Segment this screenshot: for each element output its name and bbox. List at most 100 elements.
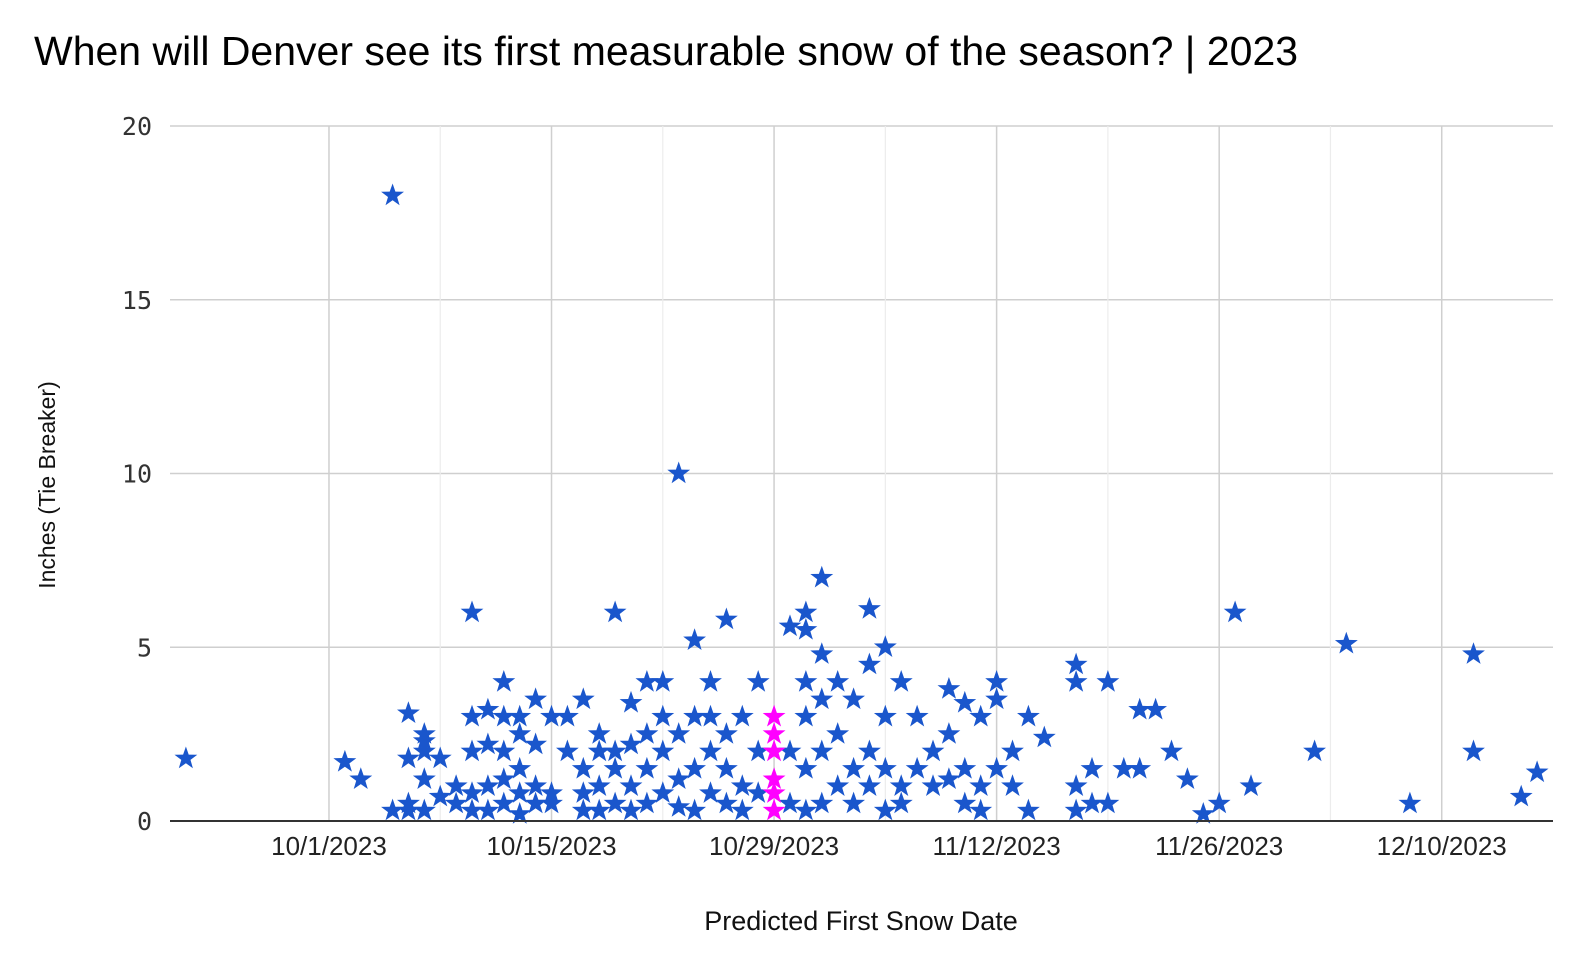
- star-point: [1064, 798, 1088, 821]
- star-point: [508, 722, 532, 744]
- star-point: [1160, 739, 1183, 762]
- star-point: [571, 798, 595, 821]
- star-point: [1017, 798, 1040, 821]
- star-point: [858, 774, 881, 796]
- star-point: [699, 739, 722, 762]
- star-point: [699, 670, 722, 692]
- star-point: [1032, 725, 1056, 748]
- x-axis-ticks: 10/1/2023 10/15/2023 10/29/2023 11/12/2023 1…: [271, 831, 1507, 861]
- star-point: [889, 774, 913, 796]
- star-point: [778, 791, 802, 814]
- star-point: [476, 774, 500, 796]
- y-tick-label: 0: [137, 807, 152, 836]
- star-point: [794, 600, 818, 623]
- star-point: [683, 704, 706, 727]
- star-point: [556, 704, 579, 727]
- star-point: [524, 791, 547, 814]
- star-point: [1144, 697, 1167, 720]
- y-tick-label: 10: [122, 460, 152, 489]
- star-point: [444, 774, 468, 796]
- star-point: [524, 687, 547, 710]
- star-point: [953, 690, 977, 713]
- star-point: [715, 722, 738, 744]
- star-point: [985, 756, 1008, 779]
- star-point: [651, 739, 675, 762]
- star-point: [778, 614, 802, 637]
- star-point: [730, 774, 754, 796]
- star-point: [412, 722, 436, 744]
- star-point: [794, 756, 818, 779]
- star-point: [397, 791, 420, 814]
- star-point: [635, 756, 659, 779]
- star-point: [619, 798, 643, 821]
- star-point: [603, 756, 627, 779]
- star-point: [571, 687, 595, 710]
- star-point: [1334, 631, 1358, 654]
- star-point: [492, 767, 516, 789]
- star-point: [810, 739, 834, 762]
- star-point: [1096, 791, 1120, 814]
- y-tick-label: 20: [122, 112, 152, 141]
- star-point: [794, 670, 818, 692]
- star-point: [699, 781, 722, 803]
- star-point: [635, 722, 659, 744]
- star-point: [873, 635, 897, 657]
- star-point: [476, 732, 500, 755]
- gridlines: [170, 125, 1553, 822]
- star-point: [1223, 600, 1247, 623]
- highlight-star-point: [762, 739, 786, 762]
- star-point: [969, 798, 993, 821]
- star-point: [794, 798, 818, 821]
- star-point: [460, 798, 484, 821]
- star-point: [1398, 791, 1422, 814]
- star-point: [412, 798, 436, 821]
- x-tick-label: 12/10/2023: [1377, 831, 1507, 861]
- star-point: [715, 791, 738, 814]
- star-point: [571, 756, 595, 779]
- star-point: [1017, 704, 1040, 727]
- star-point: [460, 704, 484, 727]
- star-point: [587, 798, 611, 821]
- star-point: [858, 597, 881, 619]
- star-point: [556, 739, 579, 762]
- star-point: [826, 774, 850, 796]
- star-point: [619, 774, 643, 796]
- star-point: [1176, 767, 1199, 789]
- star-point: [683, 756, 706, 779]
- star-point: [1064, 652, 1088, 675]
- star-point: [1001, 739, 1024, 762]
- star-point: [746, 781, 770, 803]
- star-point: [397, 798, 420, 821]
- star-point: [524, 774, 547, 796]
- star-point: [460, 600, 484, 623]
- star-point: [889, 670, 913, 692]
- star-point: [460, 781, 484, 803]
- x-tick-label: 11/26/2023: [1155, 831, 1283, 861]
- star-point: [953, 756, 977, 779]
- star-point: [1191, 802, 1215, 824]
- x-tick-label: 10/15/2023: [486, 831, 616, 861]
- star-point: [667, 767, 691, 789]
- star-point: [603, 791, 627, 814]
- star-point: [667, 722, 691, 744]
- star-point: [1096, 670, 1120, 692]
- star-point: [826, 722, 850, 744]
- x-tick-label: 10/29/2023: [709, 831, 839, 861]
- star-point: [730, 798, 754, 821]
- star-point: [492, 670, 516, 692]
- star-point: [619, 690, 643, 713]
- x-tick-label: 10/1/2023: [271, 831, 387, 861]
- star-point: [937, 677, 961, 699]
- star-point: [873, 798, 897, 821]
- y-axis-ticks: 0 5 10 15 20: [122, 112, 152, 836]
- star-point: [571, 781, 595, 803]
- star-point: [1239, 774, 1263, 796]
- star-point: [651, 704, 675, 727]
- star-point: [1064, 670, 1088, 692]
- chart-title: When will Denver see its first measurabl…: [34, 28, 1299, 74]
- star-point: [603, 739, 627, 762]
- star-point: [476, 798, 500, 821]
- star-point: [508, 756, 532, 779]
- star-point: [921, 739, 945, 762]
